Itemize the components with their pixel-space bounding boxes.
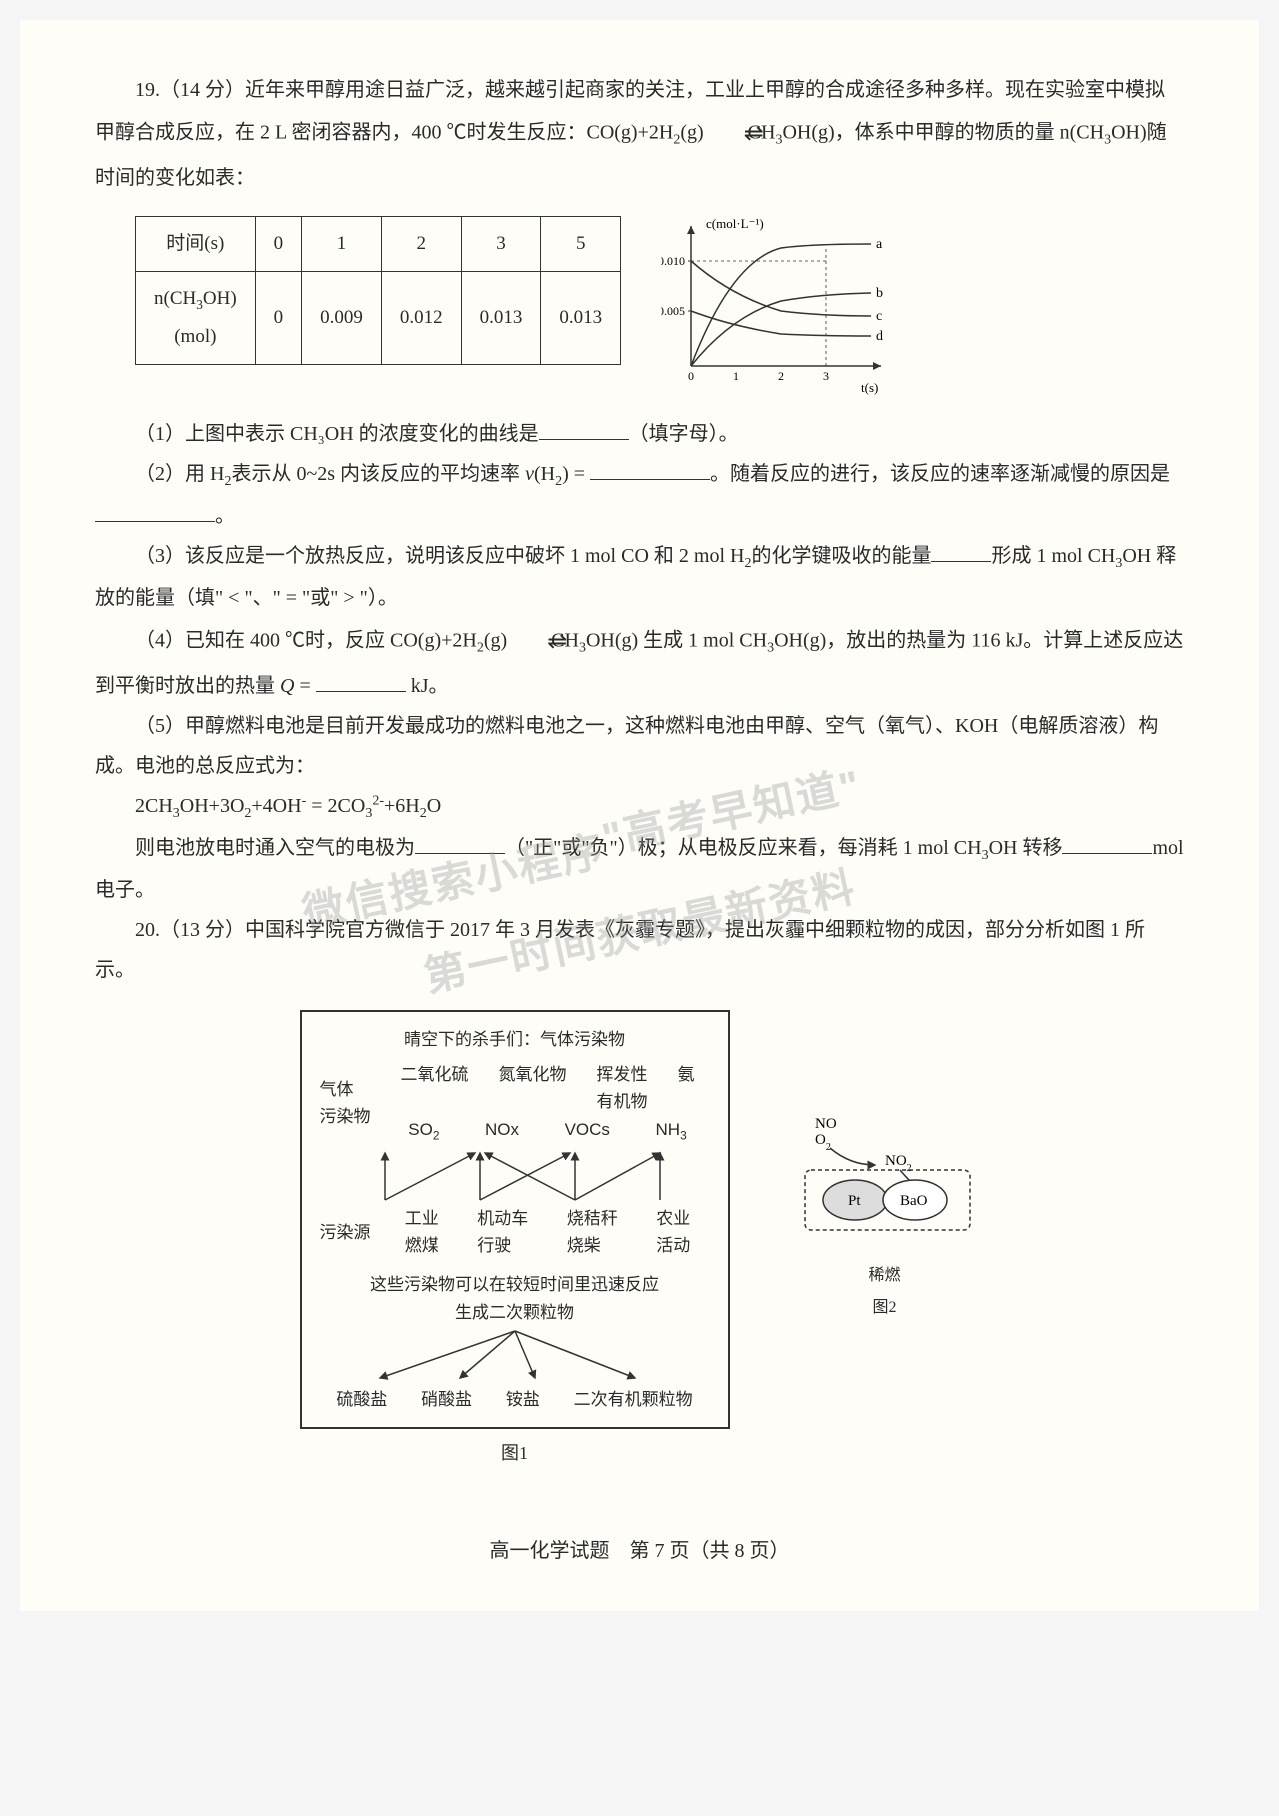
q19-sub1: （1）上图中表示 CH₃OH 的浓度变化的曲线是 （填字母）。 (95, 414, 1184, 454)
item: 氨 (678, 1061, 695, 1115)
item: NH3 (656, 1116, 687, 1145)
text: （5）甲醇燃料电池是目前开发最成功的燃料电池之一，这种燃料电池由甲醇、空气（氧气… (95, 715, 1158, 777)
cell: 0 (255, 272, 302, 365)
cell-n-label: n(CH3OH)(mol) (136, 272, 256, 365)
item: 农业活动 (656, 1205, 690, 1259)
label: NO (815, 1116, 837, 1132)
q19-header: 19.（14 分）近年来甲醇用途日益广泛，越来越引起商家的关注，工业上甲醇的合成… (95, 70, 1184, 198)
item: 二氧化硫 (401, 1061, 469, 1115)
table-row: 时间(s) 0 1 2 3 5 (136, 217, 621, 272)
exam-page: 19.（14 分）近年来甲醇用途日益广泛，越来越引起商家的关注，工业上甲醇的合成… (20, 20, 1259, 1611)
item: 硝酸盐 (421, 1386, 472, 1413)
item: VOCs (565, 1116, 610, 1145)
xtick: 0 (688, 369, 694, 383)
cell: 0.012 (381, 272, 461, 365)
diagram2-svg: NO O2 NO2 Pt BaO (790, 1110, 980, 1260)
cell: 2 (381, 217, 461, 272)
diagram-row: 晴空下的杀手们：气体污染物 气体污染物 二氧化硫 氮氧化物 挥发性有机物 氨 S… (95, 1010, 1184, 1471)
item: 二次有机颗粒物 (574, 1386, 693, 1413)
label: O2 (815, 1132, 831, 1153)
diagram1-caption: 图1 (300, 1435, 730, 1471)
q19-sub5b: 则电池放电时通入空气的电极为（"正"或"负"）极；从电极反应来看，每消耗 1 m… (95, 828, 1184, 910)
blank-fill[interactable] (590, 456, 710, 480)
blank-fill[interactable] (539, 416, 629, 440)
item: 氮氧化物 (499, 1061, 567, 1115)
item: 烧秸秆烧柴 (567, 1205, 618, 1259)
text: （填字母）。 (629, 423, 739, 445)
cell: 0.013 (461, 272, 541, 365)
cell-time-label: 时间(s) (136, 217, 256, 272)
x-axis-label: t(s) (861, 380, 878, 395)
diagram1-box: 晴空下的杀手们：气体污染物 气体污染物 二氧化硫 氮氧化物 挥发性有机物 氨 S… (300, 1010, 730, 1429)
curve-label: d (876, 329, 883, 344)
ytick: 0.010 (661, 254, 685, 268)
text: 这些污染物可以在较短时间里迅速反应 (320, 1271, 710, 1298)
text: 20.（13 分）中国科学院官方微信于 2017 年 3 月发表《灰霾专题》，提… (95, 919, 1145, 981)
text: （1）上图中表示 CH₃OH 的浓度变化的曲线是 (135, 423, 539, 445)
item: NOx (485, 1116, 519, 1145)
diagram2-container: NO O2 NO2 Pt BaO 稀燃 图2 (790, 1110, 980, 1324)
curve-label: b (876, 286, 883, 301)
diagram2-label: 稀燃 (868, 1260, 900, 1292)
table-graph-container: 时间(s) 0 1 2 3 5 n(CH3OH)(mol) 0 0.009 0.… (95, 216, 1184, 396)
blank-fill[interactable] (316, 668, 406, 692)
table-row: n(CH3OH)(mol) 0 0.009 0.012 0.013 0.013 (136, 272, 621, 365)
xtick: 1 (733, 369, 739, 383)
label: Pt (848, 1193, 861, 1209)
xtick: 2 (778, 369, 784, 383)
q19-sub5a: （5）甲醇燃料电池是目前开发最成功的燃料电池之一，这种燃料电池由甲醇、空气（氧气… (95, 706, 1184, 786)
q19-sub2: （2）用 H2表示从 0~2s 内该反应的平均速率 v(H2) = 。随着反应的… (95, 454, 1184, 536)
cell: 0.009 (302, 272, 382, 365)
arrows-up (320, 1145, 710, 1205)
diagram1-container: 晴空下的杀手们：气体污染物 气体污染物 二氧化硫 氮氧化物 挥发性有机物 氨 S… (300, 1010, 730, 1471)
middle-text: 这些污染物可以在较短时间里迅速反应 生成二次颗粒物 (320, 1271, 710, 1325)
item: 机动车行驶 (477, 1205, 528, 1259)
diagram1-title: 晴空下的杀手们：气体污染物 (320, 1026, 710, 1053)
diagram2-caption: 图2 (872, 1292, 896, 1324)
cell: 0.013 (541, 272, 621, 365)
text: 生成二次颗粒物 (320, 1299, 710, 1326)
q20-header: 20.（13 分）中国科学院官方微信于 2017 年 3 月发表《灰霾专题》，提… (95, 910, 1184, 990)
cell: 1 (302, 217, 382, 272)
blank-fill[interactable] (415, 830, 505, 854)
ytick: 0.005 (661, 304, 685, 318)
label: 气体污染物 (320, 1076, 380, 1130)
cell: 3 (461, 217, 541, 272)
concentration-graph: 0.005 0.010 0 1 2 3 a b c d c(mol·L⁻¹) (661, 216, 901, 396)
item: 挥发性有机物 (597, 1061, 648, 1115)
label: BaO (900, 1193, 928, 1209)
page-footer: 高一化学试题 第 7 页（共 8 页） (95, 1531, 1184, 1571)
cell: 0 (255, 217, 302, 272)
item: 铵盐 (506, 1386, 540, 1413)
item: SO2 (408, 1116, 439, 1145)
blank-fill[interactable] (95, 498, 215, 522)
q19-sub5-eq: 2CH3OH+3O2+4OH- = 2CO32-+6H2O (95, 786, 1184, 828)
y-axis-label: c(mol·L⁻¹) (706, 216, 764, 231)
data-table: 时间(s) 0 1 2 3 5 n(CH3OH)(mol) 0 0.009 0.… (135, 216, 621, 365)
q19-sub4: （4）已知在 400 ℃时，反应 CO(g)+2H2(g)CH3OH(g) 生成… (95, 618, 1184, 706)
label: 污染源 (320, 1219, 380, 1246)
cell: 5 (541, 217, 621, 272)
blank-fill[interactable] (931, 538, 991, 562)
item: 工业燃煤 (405, 1205, 439, 1259)
xtick: 3 (823, 369, 829, 383)
item: 硫酸盐 (336, 1386, 387, 1413)
q19-sub3: （3）该反应是一个放热反应，说明该反应中破坏 1 mol CO 和 2 mol … (95, 536, 1184, 618)
curve-label: c (876, 309, 882, 324)
arrows-down (320, 1326, 710, 1386)
blank-fill[interactable] (1062, 830, 1152, 854)
curve-label: a (876, 237, 883, 252)
